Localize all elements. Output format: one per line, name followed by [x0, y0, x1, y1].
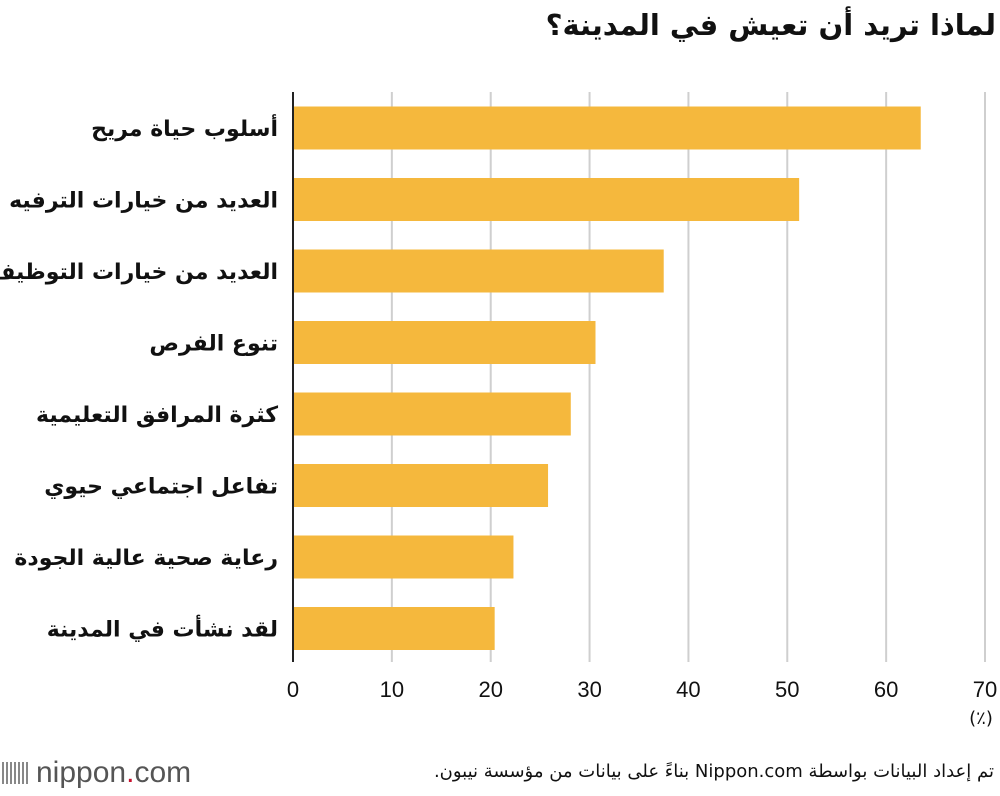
category-label: أسلوب حياة مريح [91, 113, 278, 142]
unit-label: (٪) [969, 708, 993, 729]
source-note: تم إعداد البيانات بواسطة Nippon.com بناء… [433, 761, 994, 782]
bar-chart: أسلوب حياة مريح العديد من خيارات الترفيه ا… [0, 92, 997, 729]
x-tick-label: 40 [676, 677, 700, 702]
bar [293, 535, 514, 579]
logo-text: nippon [36, 756, 127, 789]
x-tick-label: 0 [287, 677, 299, 702]
bar [293, 178, 800, 221]
bar [293, 392, 571, 436]
logo-mark-icon [2, 762, 28, 784]
logo-dot: . [126, 756, 135, 789]
x-tick-label: 50 [775, 677, 799, 702]
bar [293, 249, 664, 293]
nippon-logo: nippon. com [2, 756, 191, 790]
category-label: كثرة المرافق التعليمية [36, 403, 278, 428]
bar [293, 321, 596, 364]
chart-title: لماذا تريد أن تعيش في المدينة؟ [545, 8, 996, 42]
category-label: تفاعل اجتماعي حيوي [44, 475, 278, 500]
logo-suffix: com [134, 756, 192, 789]
category-label: تنوع الفرص [149, 332, 278, 357]
category-label: لقد نشأت في المدينة [47, 614, 278, 643]
bar [293, 106, 921, 150]
x-tick-label: 60 [874, 677, 898, 702]
category-label: العديد من خيارات الترفيه [9, 189, 278, 214]
category-label: رعاية صحية عالية الجودة [14, 546, 278, 571]
x-tick-label: 20 [478, 677, 502, 702]
x-tick-label: 10 [380, 677, 404, 702]
bar [293, 464, 549, 507]
x-tick-label: 30 [577, 677, 601, 702]
x-tick-label: 70 [973, 677, 997, 702]
category-label: العديد من خيارات التوظيف [0, 260, 278, 285]
bar [293, 607, 495, 650]
